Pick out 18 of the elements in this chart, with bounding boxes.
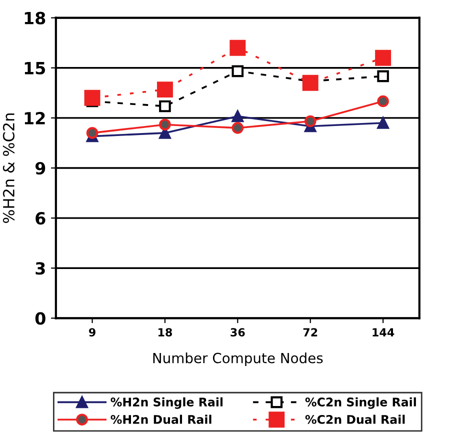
legend-label: %H2n Dual Rail <box>110 414 212 424</box>
legend-label: %C2n Single Rail <box>305 397 416 409</box>
legend-label: %H2n Single Rail <box>110 397 223 409</box>
x-tick-label: 144 <box>372 328 394 336</box>
y-tick-label: 3 <box>36 262 45 275</box>
x-tick-label: 18 <box>158 328 172 336</box>
y-tick-label: 18 <box>24 12 46 24</box>
x-tick-label: 36 <box>230 328 245 336</box>
y-tick-label: 9 <box>35 162 46 175</box>
legend-label: %C2n Dual Rail <box>305 414 405 424</box>
x-tick-label: 72 <box>303 328 318 336</box>
y-axis-title: %H2n & %C2n <box>2 113 14 223</box>
y-tick-label: 0 <box>35 312 46 325</box>
y-tick-label: 15 <box>24 62 46 74</box>
x-tick-label: 9 <box>88 328 96 336</box>
y-tick-label: 6 <box>36 212 46 225</box>
x-axis-title: Number Compute Nodes <box>153 352 323 366</box>
y-tick-label: 12 <box>24 112 45 124</box>
